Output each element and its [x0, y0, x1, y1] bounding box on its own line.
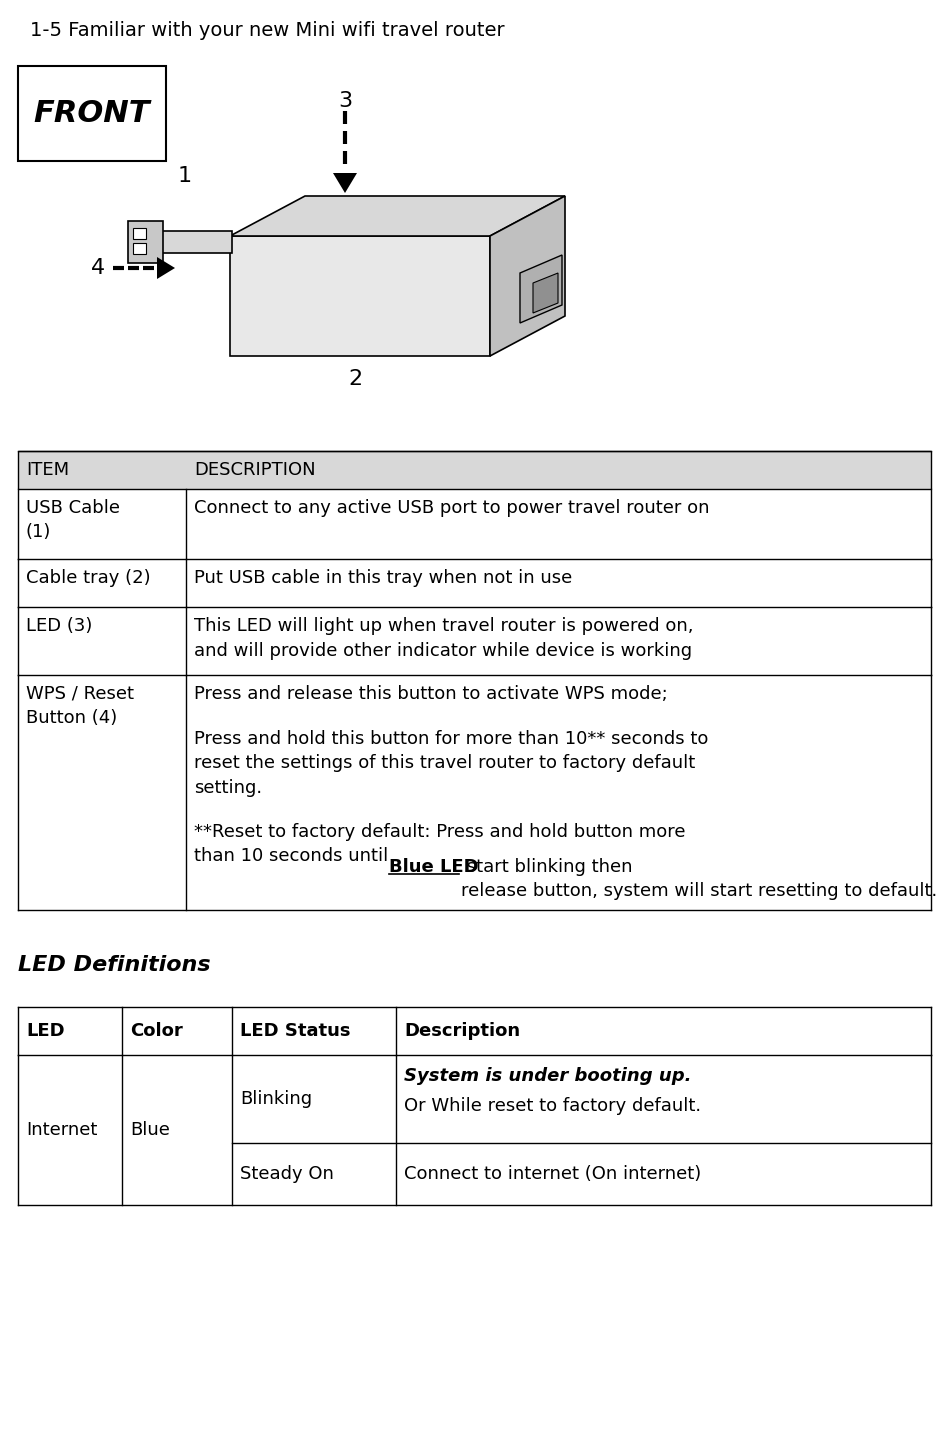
Text: 1: 1 [177, 166, 192, 186]
Text: Or While reset to factory default.: Or While reset to factory default. [404, 1098, 701, 1115]
Text: 3: 3 [338, 92, 352, 112]
Text: LED Status: LED Status [240, 1022, 350, 1040]
Text: LED: LED [26, 1022, 65, 1040]
Bar [18, 66, 166, 162]
Text: LED (3): LED (3) [26, 617, 92, 635]
Polygon shape [157, 258, 175, 279]
Text: Steady On: Steady On [240, 1165, 334, 1183]
Text: FRONT: FRONT [34, 99, 150, 127]
Text: Put USB cable in this tray when not in use: Put USB cable in this tray when not in u… [194, 570, 572, 587]
Text: This LED will light up when travel router is powered on,
and will provide other : This LED will light up when travel route… [194, 617, 694, 660]
Text: WPS / Reset
Button (4): WPS / Reset Button (4) [26, 685, 134, 727]
Text: Color: Color [130, 1022, 183, 1040]
Text: System is under booting up.: System is under booting up. [404, 1068, 692, 1085]
Polygon shape [133, 243, 146, 253]
Text: 4: 4 [91, 258, 105, 278]
Polygon shape [520, 255, 562, 323]
Polygon shape [230, 196, 565, 236]
Polygon shape [490, 196, 565, 356]
Polygon shape [533, 273, 558, 313]
Polygon shape [133, 228, 146, 239]
Text: Connect to internet (On internet): Connect to internet (On internet) [404, 1165, 701, 1183]
Text: ITEM: ITEM [26, 461, 69, 479]
Text: Description: Description [404, 1022, 520, 1040]
Text: Cable tray (2): Cable tray (2) [26, 570, 151, 587]
Text: Press and release this button to activate WPS mode;: Press and release this button to activat… [194, 685, 668, 703]
Polygon shape [230, 236, 490, 356]
Text: Blue: Blue [130, 1120, 170, 1139]
Text: start blinking then
release button, system will start resetting to default.: start blinking then release button, syst… [461, 859, 938, 900]
Polygon shape [333, 173, 357, 193]
Text: Connect to any active USB port to power travel router on: Connect to any active USB port to power … [194, 499, 710, 517]
Text: Press and hold this button for more than 10** seconds to
reset the settings of t: Press and hold this button for more than… [194, 730, 708, 797]
Text: Blue LED: Blue LED [389, 859, 478, 876]
Text: USB Cable
(1): USB Cable (1) [26, 499, 120, 541]
Text: 2: 2 [348, 369, 363, 389]
Text: Blinking: Blinking [240, 1090, 312, 1108]
Polygon shape [160, 230, 232, 253]
Text: LED Definitions: LED Definitions [18, 954, 211, 975]
Polygon shape [128, 220, 163, 263]
Text: DESCRIPTION: DESCRIPTION [194, 461, 316, 479]
Text: Internet: Internet [26, 1120, 98, 1139]
Text: 1-5 Familiar with your new Mini wifi travel router: 1-5 Familiar with your new Mini wifi tra… [30, 21, 505, 40]
Text: **Reset to factory default: Press and hold button more
than 10 seconds until: **Reset to factory default: Press and ho… [194, 823, 685, 866]
Bar [18, 451, 931, 489]
